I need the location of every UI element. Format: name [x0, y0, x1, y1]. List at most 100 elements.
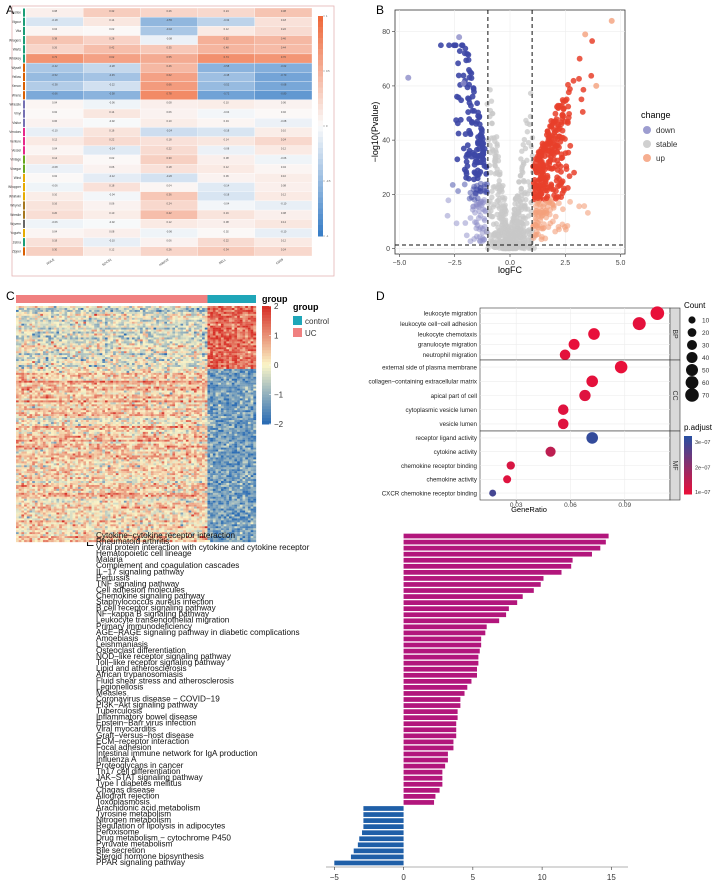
panel-c-cell: [129, 357, 133, 360]
panel-b-point-stable: [499, 194, 506, 201]
panel-c-cell: [140, 307, 143, 311]
panel-c-cell: [75, 335, 79, 338]
panel-b-point-stable: [492, 162, 498, 168]
panel-c-cell: [42, 329, 46, 332]
panel-c-cell: [129, 327, 133, 330]
panel-c-cell: [247, 327, 251, 330]
panel-c-cell: [51, 317, 54, 320]
panel-c-cell: [86, 339, 89, 342]
panel-c-cell: [29, 327, 33, 330]
panel-c-cell: [193, 319, 197, 322]
panel-c-cell: [210, 343, 214, 346]
panel-c-cell: [226, 313, 230, 316]
panel-c-cell: [204, 315, 208, 318]
panel-c-cell: [229, 378, 232, 381]
panel-b-point-stable: [520, 177, 527, 184]
panel-c-cell: [145, 306, 149, 309]
panel-c-cell: [88, 368, 92, 372]
panel-c-cell: [169, 353, 173, 356]
panel-c-cell: [239, 355, 243, 358]
panel-c-cell: [37, 353, 41, 356]
panel-c-cell: [123, 368, 127, 372]
panel-c-cell: [21, 343, 25, 346]
panel-a-colorbar-step: [318, 104, 323, 110]
panel-c-cell: [150, 353, 154, 356]
panel-c-cell: [16, 359, 19, 362]
panel-c-cell: [129, 366, 133, 370]
panel-c-cell: [218, 317, 222, 320]
panel-b-point-down: [467, 238, 474, 245]
panel-c-cell: [234, 374, 238, 377]
panel-b-point-up: [548, 118, 555, 124]
panel-a-row-color: [23, 164, 25, 173]
panel-c-cell: [78, 309, 81, 313]
panel-c-cell: [226, 366, 230, 370]
panel-c-cell: [183, 349, 187, 352]
panel-c-cell: [169, 351, 173, 354]
panel-label-d: D: [376, 289, 385, 303]
panel-c-cell: [126, 343, 130, 346]
panel-c-cell: [247, 329, 251, 332]
panel-c-cell: [145, 361, 149, 364]
panel-b-legend-swatch: [643, 140, 651, 148]
panel-b-point-stable: [521, 161, 527, 167]
panel-c-cell: [113, 353, 116, 356]
panel-c-cell: [245, 363, 249, 366]
panel-c-cell: [83, 359, 87, 362]
panel-c-cell: [253, 349, 257, 352]
panel-c-cell: [167, 335, 170, 338]
panel-c-cell: [59, 306, 62, 309]
panel-c-cell: [42, 359, 46, 362]
panel-c-cell: [223, 370, 227, 374]
panel-c-cell: [59, 374, 62, 377]
panel-c-cell: [172, 357, 176, 360]
panel-a-cell-value: 0.22: [224, 238, 230, 242]
panel-c-cell: [229, 313, 232, 316]
panel-c-cell: [59, 321, 62, 324]
panel-c-cell: [145, 363, 149, 366]
panel-c-cell: [42, 335, 46, 338]
panel-a-colorbar-step: [318, 115, 323, 121]
panel-b-point-down: [482, 208, 489, 215]
panel-c-cell: [83, 327, 87, 330]
panel-b-point-stable: [521, 191, 528, 197]
panel-c-cell: [231, 361, 235, 364]
panel-a-cell-value: -0.66: [52, 92, 58, 96]
panel-c-cell: [175, 357, 178, 360]
panel-c-cell: [148, 355, 151, 358]
panel-c-cell: [126, 359, 130, 362]
panel-c-cell: [204, 313, 208, 316]
panel-c-cell: [40, 380, 44, 383]
panel-c-cell: [215, 361, 219, 364]
panel-c-cell: [75, 368, 79, 372]
panel-c-cell: [145, 378, 149, 381]
panel-c-cell: [210, 363, 214, 366]
panel-c-cell: [229, 347, 232, 350]
panel-c-cell: [169, 343, 173, 346]
panel-c-cell: [134, 374, 138, 377]
panel-c-cell: [234, 313, 238, 316]
panel-a-row-label: Wind: [14, 176, 21, 180]
panel-c-cell: [172, 333, 176, 336]
panel-c-cell: [94, 307, 98, 311]
panel-c-cell: [226, 317, 230, 320]
panel-c-cell: [142, 319, 146, 322]
panel-a-cell-value: -0.08: [166, 36, 172, 40]
panel-c-cell: [237, 361, 240, 364]
panel-c-cell: [110, 351, 114, 354]
panel-c-cell: [96, 319, 100, 322]
panel-c-cell: [88, 372, 92, 375]
panel-c-cell: [161, 363, 165, 366]
panel-c-cell: [137, 355, 141, 358]
panel-c-cell: [204, 380, 208, 383]
panel-c-cell: [29, 339, 33, 342]
panel-c-cell: [99, 345, 103, 348]
panel-c-cell: [202, 319, 205, 322]
panel-c-cell: [137, 309, 141, 313]
panel-c-cell: [59, 357, 62, 360]
panel-c-cell: [145, 317, 149, 320]
panel-c-cell: [91, 343, 95, 346]
panel-a-colorbar-step: [318, 186, 323, 193]
panel-c-cell: [78, 355, 81, 358]
panel-c-cell: [199, 347, 203, 350]
